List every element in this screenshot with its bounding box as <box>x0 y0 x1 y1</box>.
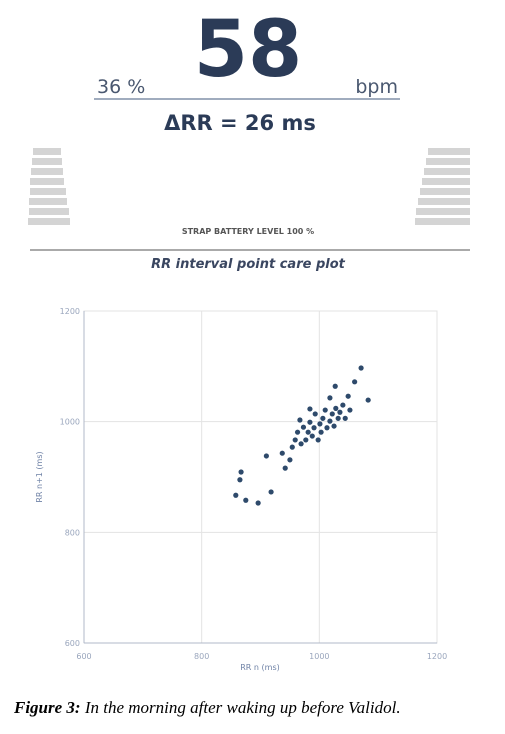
point <box>315 437 321 443</box>
point <box>311 425 317 431</box>
point <box>333 405 339 411</box>
point <box>237 477 243 483</box>
point <box>233 492 239 498</box>
percent: 36 % <box>97 76 145 98</box>
point <box>327 395 333 401</box>
point <box>238 469 244 475</box>
point <box>320 415 326 421</box>
point <box>340 402 346 408</box>
point <box>279 450 285 456</box>
x-tick-label: 800 <box>194 652 209 661</box>
point <box>300 424 307 430</box>
point <box>294 429 301 435</box>
point <box>307 419 313 425</box>
point <box>327 418 333 424</box>
x-tick-label: 1200 <box>427 652 447 661</box>
point <box>332 383 338 389</box>
point <box>331 423 337 429</box>
point <box>342 415 348 421</box>
point <box>303 437 309 443</box>
unit: bpm <box>355 76 398 98</box>
point <box>292 437 298 443</box>
point <box>345 393 351 399</box>
y-tick-label: 1200 <box>60 307 80 316</box>
x-tick-label: 1000 <box>309 652 329 661</box>
battery-level: STRAP BATTERY LEVEL 100 % <box>182 227 314 236</box>
y-tick-label: 600 <box>65 639 80 648</box>
point <box>289 444 295 450</box>
point <box>287 457 293 463</box>
x-axis-label: RR n (ms) <box>240 663 279 672</box>
point <box>309 433 315 439</box>
point <box>352 379 358 385</box>
point <box>347 407 353 413</box>
point <box>255 500 261 506</box>
y-tick-label: 1000 <box>60 418 80 427</box>
point <box>307 406 313 412</box>
point <box>358 365 364 371</box>
point <box>317 421 323 427</box>
point <box>243 497 249 503</box>
point <box>324 425 330 431</box>
caption-label: Figure 3: <box>13 698 81 717</box>
plot-area <box>83 310 438 644</box>
y-axis-label: RR n+1 (ms) <box>35 451 44 502</box>
point <box>322 407 328 413</box>
point <box>305 429 311 435</box>
point <box>298 441 304 447</box>
battery-left <box>28 148 70 225</box>
point <box>268 489 274 495</box>
caption: Figure 3: In the morning after waking up… <box>13 698 401 717</box>
point <box>282 465 288 471</box>
point <box>329 411 335 417</box>
x-tick-label: 600 <box>76 652 91 661</box>
point <box>318 429 324 435</box>
point <box>312 411 318 417</box>
plot-title: RR interval point care plot <box>151 257 346 272</box>
heart-rate: 58 <box>194 5 303 95</box>
point <box>337 409 343 415</box>
battery-right <box>415 148 470 225</box>
y-tick-label: 800 <box>65 528 80 537</box>
delta-rr: ΔRR = 26 ms <box>164 111 316 135</box>
point <box>297 417 303 423</box>
point <box>263 453 269 459</box>
point <box>365 397 371 403</box>
point <box>335 415 341 421</box>
caption-text: In the morning after waking up before Va… <box>84 698 401 717</box>
